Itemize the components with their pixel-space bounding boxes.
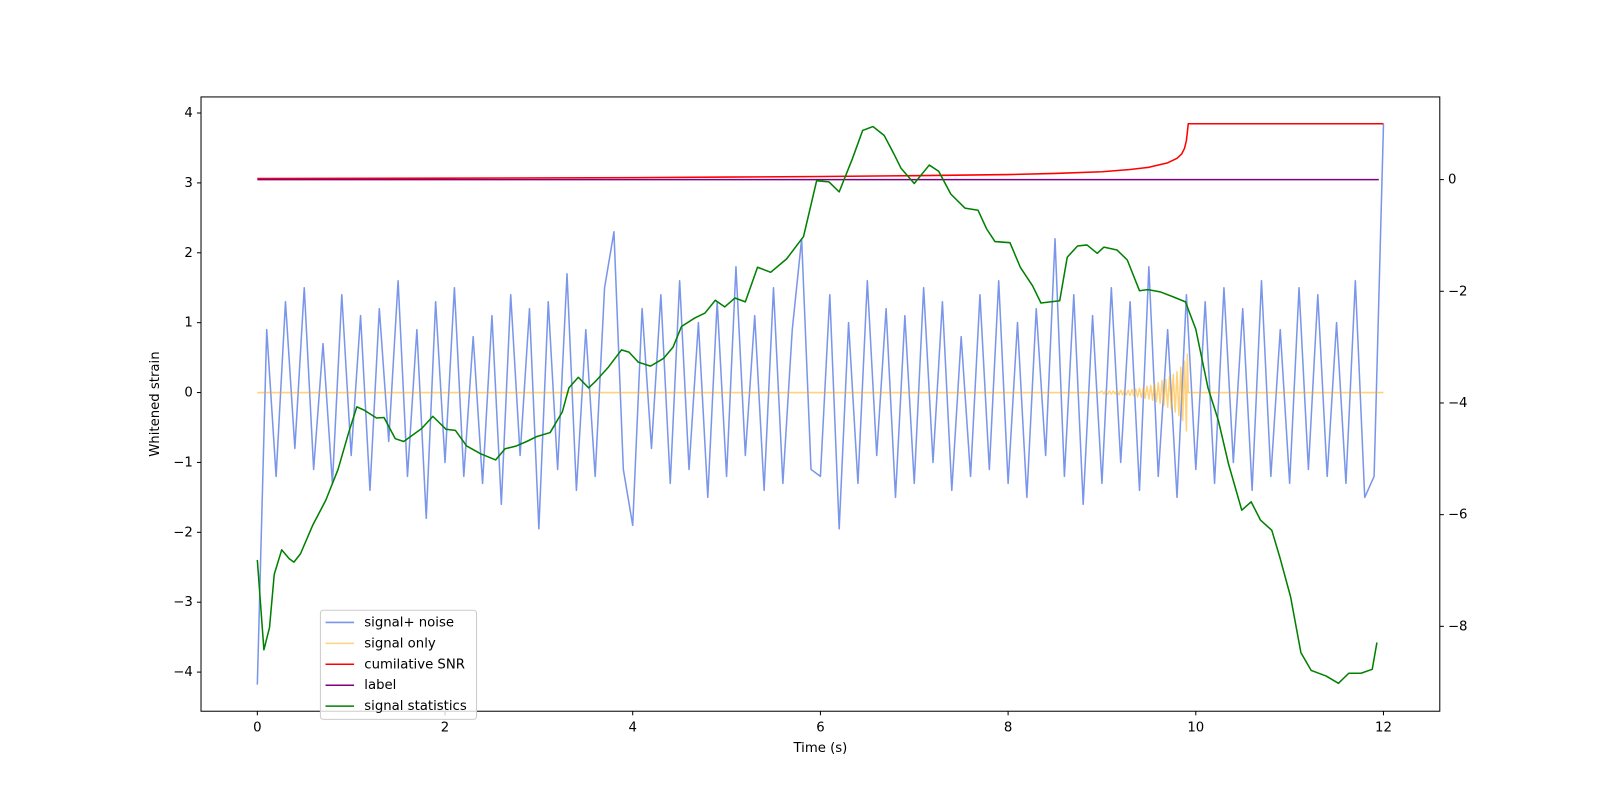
legend-label: signal+ noise bbox=[364, 615, 454, 630]
y-tick-label: 2 bbox=[184, 246, 192, 261]
y-tick-label: 1 bbox=[184, 316, 192, 331]
y2-tick-label: −4 bbox=[1448, 396, 1468, 411]
y-tick-label: 0 bbox=[184, 386, 192, 401]
legend: signal+ noise signal only cumilative SNR la… bbox=[319, 609, 478, 720]
axes-frame bbox=[200, 96, 1441, 712]
legend-label: signal statistics bbox=[364, 699, 467, 714]
y2-tick-label: −8 bbox=[1448, 619, 1468, 634]
legend-label: cumilative SNR bbox=[364, 657, 465, 672]
legend-label: label bbox=[364, 678, 396, 693]
y-tick-label: −4 bbox=[173, 665, 193, 680]
x-tick-label: 0 bbox=[253, 721, 261, 736]
y-tick-label: 3 bbox=[184, 176, 192, 191]
series-line bbox=[257, 353, 1384, 432]
y2-tick-label: 0 bbox=[1448, 173, 1456, 188]
legend-label: signal only bbox=[364, 636, 436, 651]
x-axis-label: Time (s) bbox=[792, 741, 847, 756]
x-tick-label: 6 bbox=[816, 721, 824, 736]
y-axis-label: Whitened strain bbox=[148, 351, 163, 456]
x-tick-label: 8 bbox=[1004, 721, 1012, 736]
y-tick-label: −3 bbox=[173, 595, 193, 610]
legend-box bbox=[319, 609, 478, 720]
series-line bbox=[257, 122, 1384, 180]
y-tick-label: −1 bbox=[173, 455, 193, 470]
x-tick-label: 2 bbox=[441, 721, 449, 736]
series-line bbox=[256, 125, 1378, 685]
y-tick-label: 4 bbox=[184, 106, 192, 121]
x-tick-label: 10 bbox=[1187, 721, 1204, 736]
x-tick-label: 12 bbox=[1375, 721, 1392, 736]
y2-tick-label: −2 bbox=[1448, 284, 1468, 299]
series-line bbox=[256, 124, 1385, 685]
y-tick-label: −2 bbox=[173, 525, 193, 540]
x-tick-label: 4 bbox=[628, 721, 636, 736]
y2-tick-label: −6 bbox=[1448, 508, 1468, 523]
